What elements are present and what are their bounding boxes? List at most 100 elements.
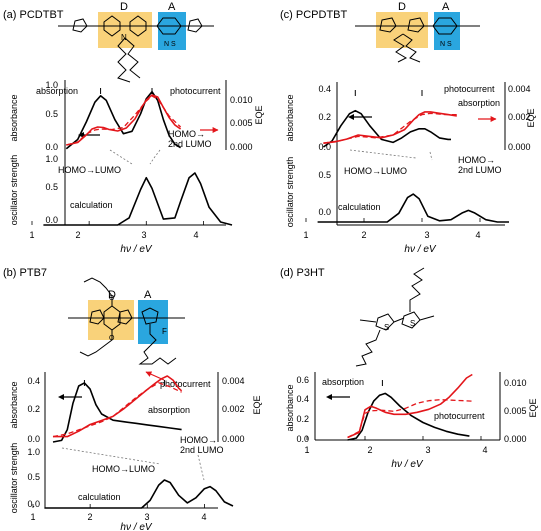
photocurrent-label: photocurrent: [434, 411, 485, 421]
x-tick-label: 4: [201, 512, 206, 522]
y-axis-label: absorbance: [285, 94, 295, 141]
y-tick-label: 0.4: [296, 394, 309, 404]
chart-marks: [31, 88, 509, 509]
transition-label: HOMO→: [458, 155, 495, 165]
x-tick-label: 2: [87, 512, 92, 522]
series-photocurrent-dashed--1: [323, 112, 457, 144]
x-ticks-a: 1 2 3 4: [29, 230, 198, 240]
chart-b: 1 2 3 4 0.0 0.2 0.4 0.0 0.5 1.0 0.000 0.…: [9, 371, 262, 531]
x-tick-label: 3: [425, 445, 430, 455]
x-tick-label: 3: [144, 512, 149, 522]
y-tick-label: 0.2: [318, 112, 331, 122]
photocurrent-label: photocurrent: [444, 84, 495, 94]
y-tick-label: 0.0: [27, 434, 40, 444]
x-tick-label: 2: [75, 230, 80, 240]
svg-text:S: S: [171, 41, 176, 48]
svg-text:S: S: [384, 323, 389, 332]
structure-c: D A N S: [355, 1, 480, 63]
y2-tick-label: 0.010: [504, 378, 527, 388]
transition-label: 2nd LUMO: [180, 445, 224, 455]
photocurrent-label: photocurrent: [160, 379, 211, 389]
y2-axis-label: EQE: [254, 105, 264, 124]
y-tick-label: 0.5: [45, 182, 58, 192]
acceptor-letter-a: A: [168, 1, 176, 13]
y-tick-label: 0.0: [45, 215, 58, 225]
x-tick-label: 2: [367, 445, 372, 455]
y-tick-label: 0.0: [45, 142, 58, 152]
y-tick-label: 0.5: [45, 109, 58, 119]
y-tick-label: 1.0: [45, 154, 58, 164]
y2-tick-label: 0.005: [230, 118, 253, 128]
y2-tick-label: 0.000: [508, 142, 531, 152]
y2-axis-label: EQE: [252, 395, 262, 414]
absorption-label: absorption: [148, 405, 190, 415]
svg-text:O: O: [109, 335, 115, 342]
transition-label: 2nd LUMO: [458, 165, 502, 175]
panel-label-c: (c) PCPDTBT: [280, 9, 348, 21]
y2-tick-label: 0.000: [222, 434, 245, 444]
panel-d: (d) P3HT S S 1 2 3 4 0.0 0.2 0.4: [280, 267, 538, 470]
series-photocurrent-dashed--2: [52, 382, 182, 438]
absorption-label: absorption: [458, 98, 500, 108]
panel-a: (a) PCDTBT D A N N S: [3, 1, 264, 255]
series-calculation-2: [44, 479, 234, 509]
y2-axis-label: EQE: [526, 108, 536, 127]
chart-c: 1 2 3 4 0.0 0.2 0.4 0.0 0.5 0.000 0.002 …: [285, 82, 536, 255]
panel-label-b: (b) PTB7: [3, 267, 47, 279]
donor-box-a: [98, 12, 152, 48]
series-photocurrent-dashed--3: [347, 399, 473, 439]
y-tick-label: 0.2: [296, 414, 309, 424]
y-tick-label: 0.5: [27, 472, 40, 482]
x-axis-label: hν / eV: [120, 244, 152, 255]
x-axis-label: hν / eV: [120, 522, 152, 531]
transition-label: 2nd LUMO: [168, 139, 212, 149]
x-tick-label: 4: [482, 445, 487, 455]
y2-tick-label: 0.005: [504, 406, 527, 416]
series-calculation-1: [317, 193, 509, 223]
series-photocurrent-3: [347, 373, 473, 439]
x-tick-label: 2: [361, 230, 366, 240]
y-axis-label-bottom: oscillator strength: [9, 443, 19, 514]
y-tick-label: 1.0: [45, 80, 58, 90]
y-tick-label: 0.0: [296, 434, 309, 444]
panel-b: (b) PTB7 D A O O F: [3, 267, 262, 531]
transition-label: HOMO→: [168, 129, 205, 139]
x-tick-label: 3: [424, 230, 429, 240]
donor-box-b: [88, 300, 134, 340]
series-absorption-3: [347, 392, 470, 441]
series-calculation-0: [43, 172, 233, 226]
series-absorption-1: [322, 109, 451, 148]
y-tick-label: 0.6: [296, 375, 309, 385]
absorption-label: absorption: [36, 86, 78, 96]
calculation-label: calculation: [78, 492, 121, 502]
structure-a: D A N N S: [58, 1, 214, 83]
chart-d: 1 2 3 4 0.0 0.2 0.4 0.6 0.000 0.005 0.01…: [285, 372, 538, 470]
panel-label-a: (a) PCDTBT: [3, 9, 64, 21]
absorption-label: absorption: [322, 377, 364, 387]
svg-text:N: N: [121, 33, 127, 42]
y-tick-label: 0.2: [27, 404, 40, 414]
y-axis-label: absorbance: [285, 384, 295, 431]
y-axis-label: absorbance: [9, 94, 19, 141]
transition-label: HOMO→: [180, 435, 217, 445]
series-absorption-0: [65, 90, 182, 150]
acceptor-letter-c: A: [442, 1, 450, 13]
transition-label: HOMO→LUMO: [92, 464, 155, 474]
x-tick-label: 4: [193, 230, 198, 240]
series-photocurrent-1: [323, 111, 457, 144]
y-tick-label: 1.0: [27, 447, 40, 457]
calculation-label: calculation: [338, 202, 381, 212]
x-tick-label: 1: [30, 512, 35, 522]
x-axis-label: hν / eV: [391, 459, 423, 470]
x-tick-label: 4: [475, 230, 480, 240]
series-photocurrent-2: [53, 375, 183, 438]
x-tick-label: 3: [141, 230, 146, 240]
y2-tick-label: 0.002: [222, 404, 245, 414]
y2-tick-label: 0.004: [508, 84, 531, 94]
y-tick-label: 0.4: [27, 376, 40, 386]
photocurrent-label: photocurrent: [170, 86, 221, 96]
y-tick-label: 0.0: [27, 499, 40, 509]
donor-letter-a: D: [120, 1, 128, 13]
y-tick-label: 0.4: [318, 84, 331, 94]
y2-tick-label: 0.004: [222, 376, 245, 386]
